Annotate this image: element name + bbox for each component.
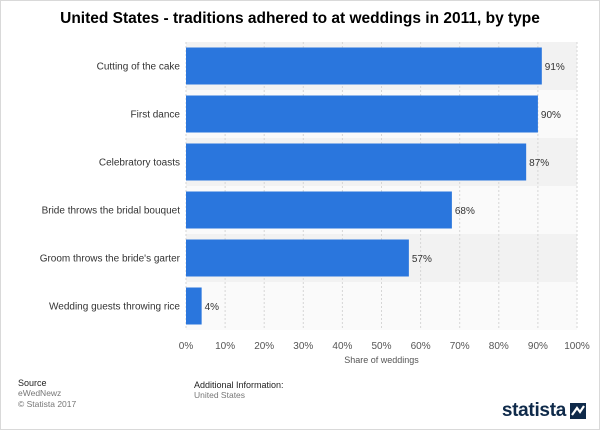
- x-tick-label: 0%: [179, 341, 194, 352]
- x-tick-label: 60%: [411, 341, 431, 352]
- brand-name: statista: [501, 400, 566, 421]
- value-label: 87%: [529, 158, 549, 169]
- additional-info-label: Additional Information:: [194, 380, 284, 390]
- bar: [186, 47, 542, 85]
- source-line-2: © Statista 2017: [18, 399, 77, 409]
- x-tick-label: 40%: [332, 341, 352, 352]
- bar: [186, 95, 538, 133]
- additional-info-block: Additional Information: United States: [194, 380, 284, 401]
- chart-title: United States - traditions adhered to at…: [60, 10, 540, 27]
- category-label: Wedding guests throwing rice: [49, 302, 180, 313]
- value-label: 4%: [205, 302, 220, 313]
- value-label: 90%: [541, 110, 561, 121]
- statista-brand[interactable]: statista: [496, 400, 586, 422]
- bar: [186, 287, 202, 325]
- x-tick-label: 20%: [254, 341, 274, 352]
- additional-info-line: United States: [194, 390, 246, 400]
- x-tick-label: 10%: [215, 341, 235, 352]
- source-line-1: eWedNewz: [18, 388, 62, 398]
- x-tick-label: 90%: [528, 341, 548, 352]
- source-block: Source eWedNewz © Statista 2017: [18, 378, 76, 410]
- x-tick-label: 80%: [489, 341, 509, 352]
- statista-logo-icon: [570, 403, 586, 419]
- x-tick-label: 50%: [371, 341, 391, 352]
- category-label: Celebratory toasts: [99, 158, 180, 169]
- bar-chart: 0% 10% 20% 30% 40% 50% 60% 70% 80% 90% 100% Cutting…: [40, 42, 590, 365]
- bar: [186, 239, 409, 277]
- x-tick-label: 70%: [450, 341, 470, 352]
- x-axis-title: Share of weddings: [344, 355, 419, 365]
- x-tick-label: 30%: [293, 341, 313, 352]
- x-tick-label: 100%: [564, 341, 590, 352]
- value-label: 68%: [455, 206, 475, 217]
- category-label: Bride throws the bridal bouquet: [42, 206, 181, 217]
- value-label: 57%: [412, 254, 432, 265]
- category-label: First dance: [131, 110, 181, 121]
- source-label: Source: [18, 378, 47, 388]
- category-label: Groom throws the bride's garter: [40, 254, 181, 265]
- category-label: Cutting of the cake: [97, 62, 181, 73]
- value-label: 91%: [545, 62, 565, 73]
- bar: [186, 143, 527, 181]
- bar: [186, 191, 452, 229]
